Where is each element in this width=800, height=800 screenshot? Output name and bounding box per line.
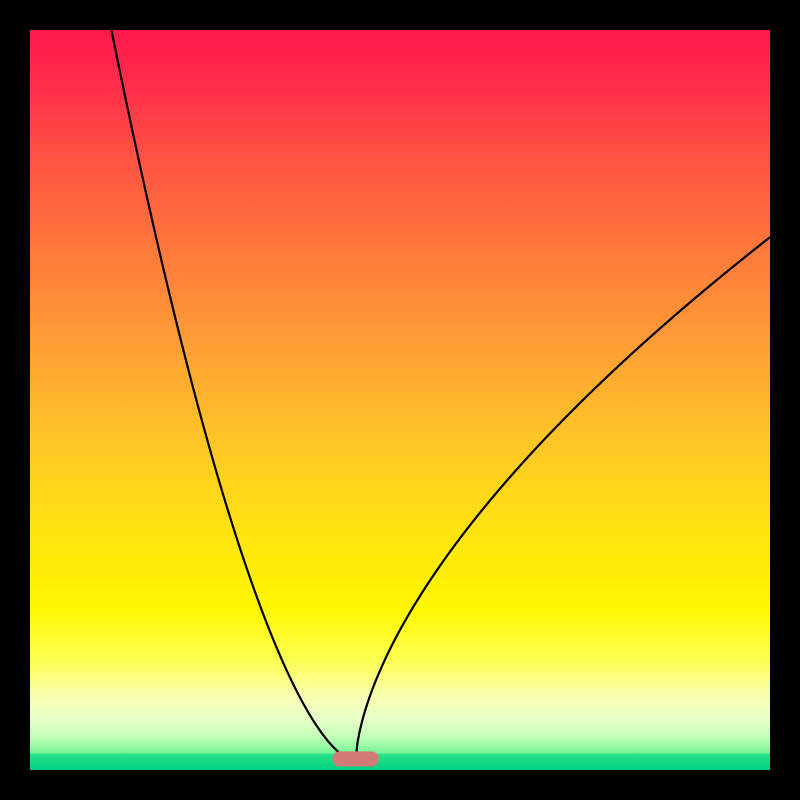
frame-top (0, 0, 800, 30)
frame-left (0, 0, 30, 800)
frame-right (770, 0, 800, 800)
plot-area (30, 30, 770, 770)
frame-bottom (0, 770, 800, 800)
plot-svg (30, 30, 770, 770)
gradient-background (30, 30, 770, 770)
min-marker (333, 751, 379, 766)
green-band (30, 754, 770, 770)
